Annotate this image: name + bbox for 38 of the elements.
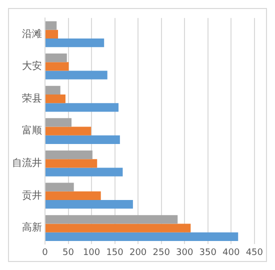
x-tick-label: 200 bbox=[129, 248, 147, 258]
bar bbox=[46, 168, 123, 176]
y-tick-label: 高新 bbox=[22, 222, 42, 234]
x-tick-label: 300 bbox=[176, 248, 194, 258]
x-tick-label: 400 bbox=[222, 248, 240, 258]
bar bbox=[46, 182, 74, 192]
bar bbox=[46, 30, 58, 38]
bar bbox=[46, 118, 72, 127]
x-tick-label: 100 bbox=[82, 248, 100, 258]
y-tick-label: 沿滩 bbox=[22, 28, 42, 40]
bar bbox=[46, 126, 92, 136]
y-tick-label: 自流井 bbox=[12, 157, 42, 170]
bar bbox=[46, 21, 57, 30]
bar bbox=[46, 70, 108, 80]
x-tick-label: 0 bbox=[42, 248, 48, 258]
y-tick-label: 富顺 bbox=[22, 124, 42, 137]
bar bbox=[46, 232, 238, 241]
y-tick-label: 贡井 bbox=[22, 189, 42, 202]
bar bbox=[46, 215, 178, 224]
bar bbox=[46, 86, 60, 94]
bar bbox=[46, 135, 120, 144]
bar bbox=[46, 38, 104, 48]
bar bbox=[46, 159, 98, 168]
y-tick-label: 大安 bbox=[22, 60, 42, 72]
x-tick-label: 250 bbox=[152, 248, 170, 258]
x-tick-label: 50 bbox=[62, 248, 74, 258]
bar bbox=[46, 200, 133, 209]
x-tick-label: 450 bbox=[246, 248, 264, 258]
x-tick-label: 150 bbox=[106, 248, 124, 258]
bar bbox=[46, 103, 119, 112]
bar bbox=[46, 191, 101, 200]
x-tick-label: 350 bbox=[199, 248, 217, 258]
bar bbox=[46, 94, 66, 104]
bar bbox=[46, 62, 69, 71]
bar bbox=[46, 224, 191, 232]
y-tick-label: 荣县 bbox=[22, 92, 42, 104]
bar bbox=[46, 150, 92, 160]
bar bbox=[46, 54, 67, 62]
